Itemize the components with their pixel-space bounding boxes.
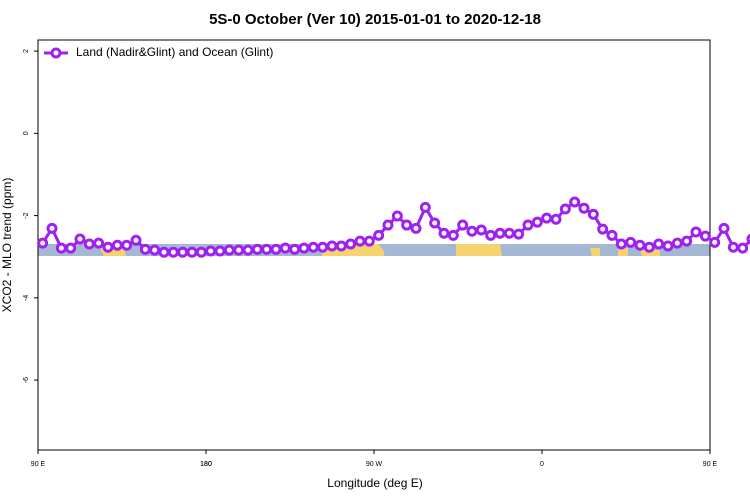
point [475, 224, 487, 236]
point [457, 219, 469, 231]
x-tick-label: 0 [540, 461, 544, 468]
point [233, 244, 245, 256]
point [317, 241, 329, 253]
point [223, 244, 235, 256]
point [186, 246, 198, 258]
y-tick-label: -4 [23, 295, 30, 301]
point [130, 234, 142, 246]
point [205, 245, 217, 257]
point [214, 245, 226, 257]
point [727, 241, 739, 253]
point [345, 238, 357, 250]
point [737, 242, 749, 254]
point [541, 212, 553, 224]
point [335, 240, 347, 252]
point [606, 229, 618, 241]
point [494, 227, 506, 239]
x-tick-label: 90 W [366, 461, 383, 468]
point [522, 219, 534, 231]
point [177, 246, 189, 258]
point [447, 229, 459, 241]
map-strip [38, 244, 710, 256]
point [102, 241, 114, 253]
point [718, 222, 730, 234]
x-tick-label: 180 [200, 461, 212, 468]
point [74, 233, 86, 245]
point [46, 222, 58, 234]
point [550, 213, 562, 225]
y-tick-label: -2 [23, 212, 30, 218]
point [326, 240, 338, 252]
point [690, 226, 702, 238]
point [531, 216, 543, 228]
point [149, 244, 161, 256]
point [279, 242, 291, 254]
point [485, 229, 497, 241]
point [391, 210, 403, 222]
x-tick-label: 90 E [31, 461, 46, 468]
point [121, 239, 133, 251]
point [270, 243, 282, 255]
point [625, 236, 637, 248]
legend: Land (Nadir&Glint) and Ocean (Glint) [44, 45, 273, 59]
point [513, 228, 525, 240]
point [559, 203, 571, 215]
legend-label: Land (Nadir&Glint) and Ocean (Glint) [76, 45, 273, 59]
point [307, 241, 319, 253]
point [410, 222, 422, 234]
point [251, 243, 263, 255]
point [93, 237, 105, 249]
chart-title: 5S-0 October (Ver 10) 2015-01-01 to 2020… [209, 11, 541, 28]
point [373, 229, 385, 241]
point [681, 235, 693, 247]
y-tick-label: 0 [23, 131, 30, 135]
legend-marker [50, 47, 62, 59]
point [242, 244, 254, 256]
point [401, 219, 413, 231]
point [55, 242, 67, 254]
point [503, 227, 515, 239]
y-axis-label: XCO2 - MLO trend (ppm) [0, 178, 14, 313]
y-tick-label: 2 [23, 49, 30, 53]
x-tick-label: 180 [200, 461, 212, 468]
point [382, 219, 394, 231]
point [363, 235, 375, 247]
point [597, 223, 609, 235]
point [354, 235, 366, 247]
point [662, 240, 674, 252]
point [438, 227, 450, 239]
point [653, 238, 665, 250]
point [569, 196, 581, 208]
point [289, 243, 301, 255]
x-axis-label: Longitude (deg E) [327, 476, 422, 490]
point [709, 236, 721, 248]
point [139, 243, 151, 255]
point [111, 239, 123, 251]
point [615, 238, 627, 250]
point [578, 202, 590, 214]
point [419, 201, 431, 213]
point [83, 238, 95, 250]
point [261, 243, 273, 255]
y-tick-label: -6 [23, 377, 30, 383]
point [429, 217, 441, 229]
point [634, 239, 646, 251]
point [643, 241, 655, 253]
point [167, 246, 179, 258]
point [37, 237, 49, 249]
point [671, 237, 683, 249]
land-strip [456, 244, 502, 256]
point [158, 246, 170, 258]
point [587, 208, 599, 220]
point [65, 242, 77, 254]
point [298, 242, 310, 254]
point [699, 230, 711, 242]
point [466, 225, 478, 237]
point [195, 246, 207, 258]
x-tick-label: 90 E [703, 461, 718, 468]
